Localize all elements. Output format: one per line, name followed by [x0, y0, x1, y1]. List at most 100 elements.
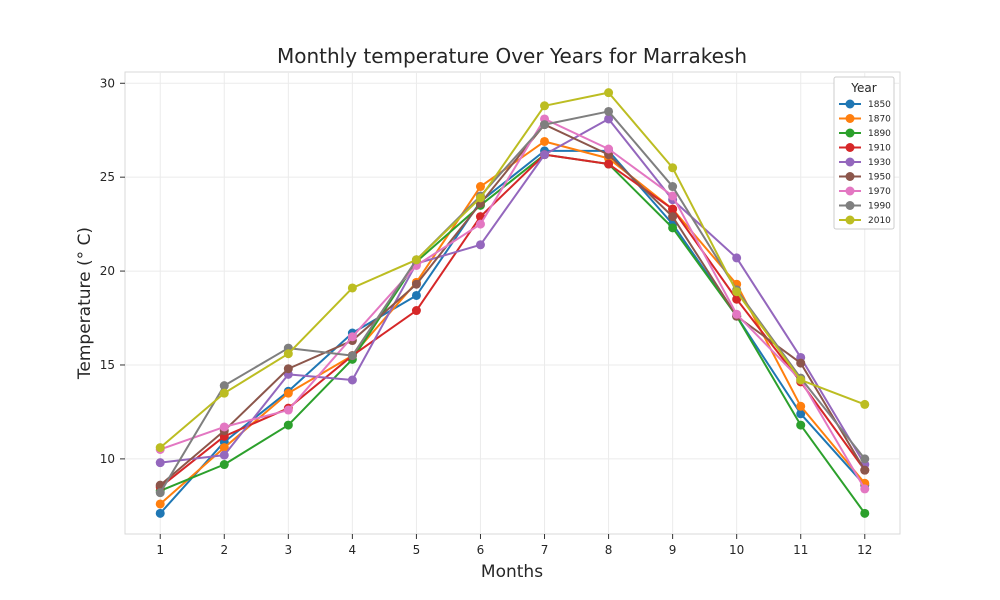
legend-item-2010: 2010: [839, 215, 891, 226]
data-point: [155, 443, 165, 453]
legend-item-1850: 1850: [839, 99, 891, 110]
data-point: [860, 399, 870, 409]
data-point: [155, 499, 165, 509]
data-point: [155, 458, 165, 468]
legend-label: 1970: [868, 187, 891, 197]
data-point: [347, 283, 357, 293]
data-point: [860, 465, 870, 475]
x-tick-label: 3: [285, 543, 293, 557]
x-tick-label: 7: [541, 543, 549, 557]
x-tick-label: 6: [477, 543, 485, 557]
data-point: [668, 223, 678, 233]
data-point: [668, 191, 678, 201]
y-axis-ticks: 10 15 20 25 30: [100, 76, 125, 466]
chart-title: Monthly temperature Over Years for Marra…: [277, 44, 747, 68]
data-point: [732, 253, 742, 263]
y-axis-label: Temperature (° C): [75, 227, 95, 380]
data-point: [604, 144, 614, 154]
data-point: [219, 450, 229, 460]
legend-marker: [845, 114, 855, 123]
data-point: [668, 163, 678, 173]
data-point: [411, 290, 421, 300]
y-tick-label: 25: [100, 170, 115, 184]
data-point: [347, 332, 357, 342]
legend-marker: [845, 99, 855, 109]
legend-label: 1850: [868, 100, 891, 110]
series-line-1970: [159, 117, 866, 490]
data-point: [860, 454, 870, 464]
data-point: [668, 204, 678, 214]
data-point: [796, 358, 806, 368]
data-point: [604, 88, 614, 98]
data-point: [540, 150, 550, 160]
series-line-1930: [160, 117, 866, 466]
y-tick-label: 15: [100, 358, 115, 372]
legend-marker: [845, 157, 855, 167]
data-point: [155, 508, 165, 518]
legend-item-1970: 1970: [839, 186, 891, 197]
legend-marker: [845, 143, 855, 152]
data-point: [219, 422, 229, 432]
data-point: [475, 182, 485, 192]
legend-item-1910: 1910: [839, 143, 891, 154]
data-point: [219, 460, 229, 470]
x-tick-label: 2: [220, 543, 228, 557]
legend-item-1930: 1930: [839, 157, 891, 168]
x-tick-label: 12: [857, 543, 872, 557]
data-point: [540, 101, 550, 111]
data-point: [411, 279, 421, 289]
data-point: [732, 309, 742, 319]
legend-item-1890: 1890: [839, 128, 891, 139]
data-point: [796, 375, 806, 385]
legend-items: 1850 1870 1890 1910 1930 1950 1970 1990 2010: [839, 99, 891, 226]
legend: Year 1850 1870 1890 1910 1930 1950 1970 1990 201…: [833, 76, 895, 230]
legend-label: 1890: [868, 129, 891, 139]
series-line-1990: [159, 110, 866, 494]
plot-area: [124, 71, 901, 535]
data-point: [219, 381, 229, 391]
legend-label: 1950: [868, 173, 891, 183]
y-tick-label: 10: [100, 452, 115, 466]
x-tick-label: 9: [669, 543, 677, 557]
data-point: [283, 388, 293, 398]
legend-marker: [845, 215, 855, 225]
data-point: [283, 420, 293, 430]
legend-item-1950: 1950: [839, 172, 891, 183]
data-point: [604, 114, 614, 124]
x-tick-label: 1: [156, 543, 164, 557]
legend-marker: [845, 201, 855, 210]
data-point: [475, 193, 485, 203]
data-point: [732, 287, 742, 297]
data-point: [219, 443, 229, 453]
legend-title: Year: [850, 81, 876, 95]
x-axis-label: Months: [481, 562, 543, 582]
data-point: [668, 182, 678, 192]
data-point: [411, 306, 421, 316]
x-tick-label: 5: [413, 543, 421, 557]
x-axis-ticks: 1 2 3 4 5 6 7 8 9 10 11 12: [156, 534, 872, 557]
legend-label: 1870: [868, 115, 891, 125]
data-point: [475, 240, 485, 250]
data-point: [796, 409, 806, 419]
x-tick-label: 4: [349, 543, 357, 557]
x-tick-label: 10: [729, 543, 744, 557]
legend-item-1990: 1990: [839, 201, 891, 212]
data-point: [604, 159, 614, 169]
data-point: [155, 488, 165, 498]
legend-marker: [845, 186, 855, 196]
data-point: [860, 484, 870, 494]
data-point: [540, 136, 550, 146]
data-point: [283, 405, 293, 415]
legend-label: 1930: [868, 158, 891, 168]
series-group: [155, 88, 870, 518]
data-point: [347, 375, 357, 385]
legend-label: 1990: [868, 202, 891, 212]
legend-label: 2010: [868, 216, 891, 226]
data-point: [475, 219, 485, 229]
series-line-2010: [159, 91, 866, 449]
legend-item-1870: 1870: [839, 114, 891, 125]
y-tick-label: 30: [100, 76, 115, 90]
data-point: [796, 401, 806, 411]
data-point: [668, 212, 678, 222]
